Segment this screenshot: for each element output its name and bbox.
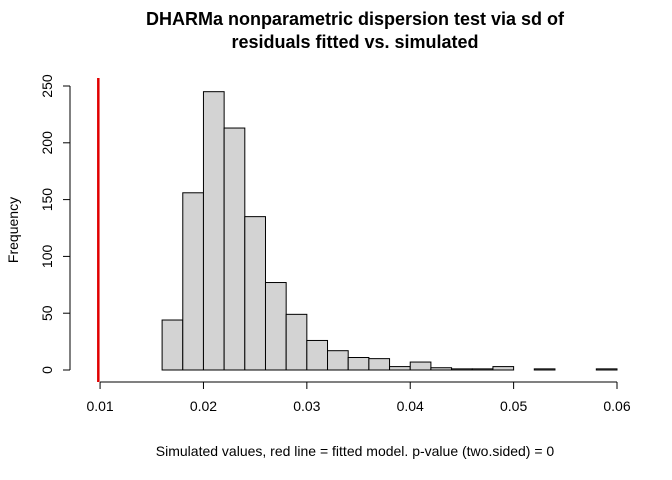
y-tick-label-1: 50 [39, 305, 55, 321]
x-tick-label-4: 0.05 [500, 398, 527, 414]
chart-title-line-2: residuals fitted vs. simulated [231, 32, 478, 52]
histogram-bar-6 [285, 313, 308, 371]
histogram-bar-13 [430, 367, 453, 371]
histogram-bar-2 [202, 91, 225, 371]
histogram-bar-18 [533, 368, 556, 371]
y-tick-label-0: 0 [39, 366, 55, 374]
x-tick-label-3: 0.04 [397, 398, 424, 414]
histogram-bar-12 [409, 361, 432, 371]
histogram-bar-3 [223, 127, 246, 371]
x-tick-label-0: 0.01 [86, 398, 113, 414]
histogram-bar-16 [492, 366, 515, 371]
x-tick-label-5: 0.06 [603, 398, 630, 414]
histogram-bars [161, 91, 618, 371]
chart-title-line-1: DHARMa nonparametric dispersion test via… [146, 9, 565, 29]
y-tick-label-3: 150 [39, 188, 55, 212]
histogram-bar-9 [347, 357, 370, 371]
histogram-bar-5 [264, 282, 287, 371]
x-axis-label: Simulated values, red line = fitted mode… [156, 443, 555, 459]
y-tick-label-4: 200 [39, 131, 55, 155]
x-axis: 0.01 0.02 0.03 0.04 0.05 0.06 [86, 381, 631, 414]
y-tick-label-2: 100 [39, 245, 55, 269]
histogram-bar-0 [161, 319, 184, 371]
histogram-bar-15 [471, 368, 494, 371]
x-tick-label-1: 0.02 [190, 398, 217, 414]
histogram-bar-8 [327, 350, 349, 371]
histogram-bar-1 [182, 192, 204, 371]
y-axis: 0 50 100 150 200 250 [39, 74, 71, 374]
histogram-bar-21 [595, 368, 618, 371]
x-tick-label-2: 0.03 [293, 398, 320, 414]
y-tick-label-5: 250 [39, 74, 55, 98]
y-axis-label: Frequency [5, 197, 21, 263]
histogram-bar-14 [451, 368, 473, 371]
histogram-bar-7 [306, 339, 329, 371]
histogram-bar-4 [244, 216, 266, 371]
histogram-bar-11 [389, 366, 411, 371]
histogram-bar-10 [368, 358, 391, 371]
